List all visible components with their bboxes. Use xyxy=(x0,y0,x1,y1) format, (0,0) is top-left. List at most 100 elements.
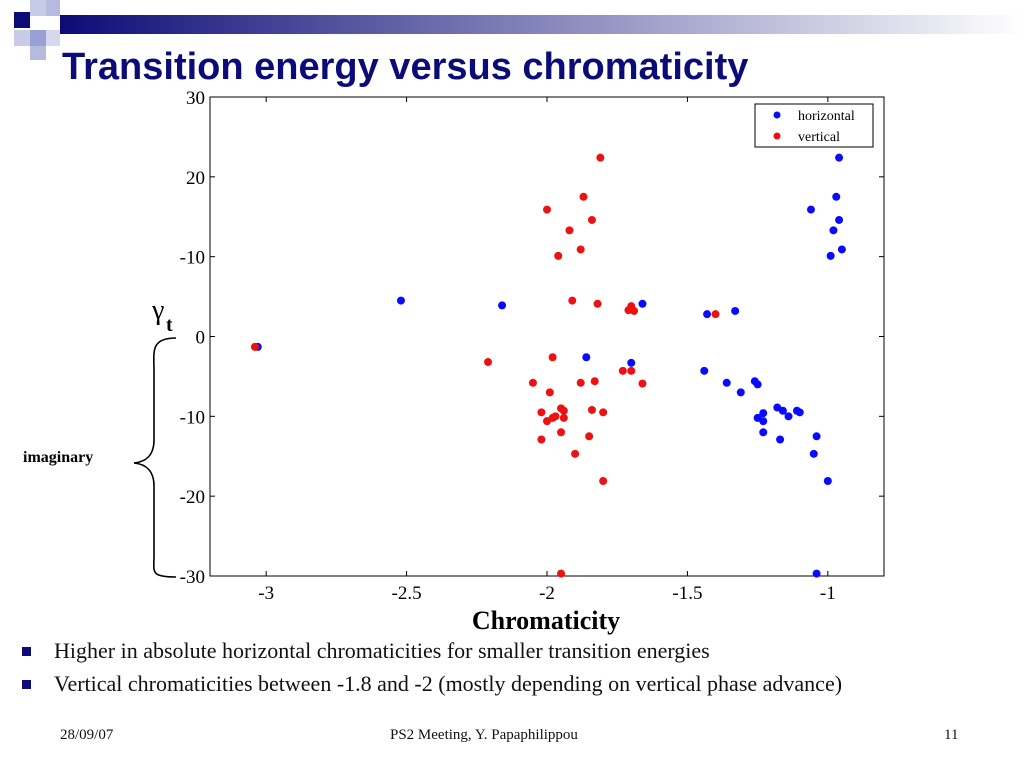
horizontal-point xyxy=(736,388,745,397)
vertical-point xyxy=(587,405,596,414)
bullet-list: Higher in absolute horizontal chromatici… xyxy=(22,638,1002,704)
vertical-point xyxy=(590,377,599,386)
horizontal-point xyxy=(759,409,768,418)
y-axis-symbol: γ xyxy=(151,295,164,326)
y-tick-label: -30 xyxy=(180,567,205,588)
horizontal-point xyxy=(837,245,846,254)
legend-label: horizontal xyxy=(798,109,855,124)
vertical-point xyxy=(565,226,574,235)
plot-frame xyxy=(209,96,885,577)
vertical-point xyxy=(711,310,720,319)
bullet-square-icon xyxy=(22,647,31,656)
horizontal-point xyxy=(812,432,821,441)
y-tick-label: 0 xyxy=(196,328,206,349)
vertical-point xyxy=(630,306,639,315)
vertical-point xyxy=(587,215,596,224)
vertical-point xyxy=(537,408,546,417)
horizontal-point xyxy=(703,310,712,319)
vertical-point xyxy=(543,205,551,214)
horizontal-point xyxy=(829,226,838,235)
x-axis-label: Chromaticity xyxy=(472,606,620,635)
bullet-square-icon xyxy=(22,680,31,689)
bullet-item: Higher in absolute horizontal chromatici… xyxy=(22,638,1002,663)
legend-label: vertical xyxy=(798,130,840,145)
vertical-point xyxy=(576,245,585,254)
bullet-text: Higher in absolute horizontal chromatici… xyxy=(54,638,710,663)
vertical-point xyxy=(627,366,636,375)
corner-square xyxy=(14,12,30,28)
vertical-point xyxy=(638,379,647,388)
x-tick-label: -2.5 xyxy=(392,583,422,604)
horizontal-point xyxy=(809,449,818,458)
horizontal-point xyxy=(776,435,785,444)
slide-title: Transition energy versus chromaticity xyxy=(62,46,749,88)
vertical-point xyxy=(568,296,577,305)
horizontal-point xyxy=(835,153,844,162)
chart-legend: horizontal vertical xyxy=(754,103,874,148)
vertical-point xyxy=(599,408,608,417)
corner-square xyxy=(46,30,60,46)
horizontal-point xyxy=(731,306,740,315)
header-gradient-bar xyxy=(60,15,1024,34)
vertical-point xyxy=(593,299,602,308)
bullet-item: Vertical chromaticities between -1.8 and… xyxy=(22,671,1002,696)
legend-marker xyxy=(773,111,781,119)
vertical-point xyxy=(548,353,557,362)
vertical-point xyxy=(554,251,563,260)
horizontal-point xyxy=(784,412,793,421)
vertical-point xyxy=(599,476,608,485)
vertical-point xyxy=(528,378,537,387)
imaginary-brace xyxy=(133,337,177,578)
y-tick-label: -10 xyxy=(180,248,205,269)
legend-box xyxy=(754,103,874,148)
corner-square xyxy=(30,30,46,46)
horizontal-point xyxy=(638,299,647,308)
x-tick-label: -3 xyxy=(258,583,274,604)
footer-date: 28/09/07 xyxy=(60,727,114,743)
vertical-point xyxy=(576,378,585,387)
axis-ticks: -3 -2.5 -2 -1.5 -1 -30 -20 -10 0 -10 20 30 xyxy=(180,88,884,604)
horizontal-point xyxy=(759,428,768,437)
horizontal-point xyxy=(498,301,507,310)
horizontal-point xyxy=(753,380,762,389)
corner-square xyxy=(30,0,46,16)
bullet-text: Vertical chromaticities between -1.8 and… xyxy=(54,671,843,696)
horizontal-point xyxy=(823,476,832,485)
vertical-point xyxy=(559,413,568,422)
series-vertical xyxy=(250,153,720,578)
vertical-point xyxy=(618,366,627,375)
vertical-point xyxy=(596,153,605,162)
page-number: 11 xyxy=(944,727,959,743)
horizontal-point xyxy=(627,358,636,367)
vertical-point xyxy=(537,435,546,444)
vertical-point xyxy=(557,569,566,578)
vertical-point xyxy=(585,432,594,441)
footer-title: PS2 Meeting, Y. Papaphilippou xyxy=(390,727,578,743)
vertical-point xyxy=(551,412,560,421)
corner-square xyxy=(14,30,30,46)
series-horizontal xyxy=(253,153,846,578)
legend-marker xyxy=(773,132,781,140)
vertical-point xyxy=(579,192,588,201)
horizontal-point xyxy=(795,408,804,417)
horizontal-point xyxy=(812,569,821,578)
horizontal-point xyxy=(826,251,835,260)
y-axis-subscript: t xyxy=(166,314,173,336)
y-tick-label: -20 xyxy=(180,487,205,508)
corner-decoration xyxy=(14,0,1024,60)
horizontal-point xyxy=(396,296,405,305)
horizontal-point xyxy=(700,366,709,375)
horizontal-point xyxy=(832,192,841,201)
vertical-point xyxy=(571,449,580,458)
vertical-point xyxy=(545,388,554,397)
y-tick-label: 30 xyxy=(186,88,205,109)
data-points xyxy=(250,153,846,578)
horizontal-point xyxy=(835,215,844,224)
vertical-point xyxy=(484,358,493,367)
plot-border xyxy=(209,96,885,577)
x-tick-label: -1 xyxy=(820,583,836,604)
vertical-point xyxy=(250,342,259,351)
horizontal-point xyxy=(759,417,768,426)
